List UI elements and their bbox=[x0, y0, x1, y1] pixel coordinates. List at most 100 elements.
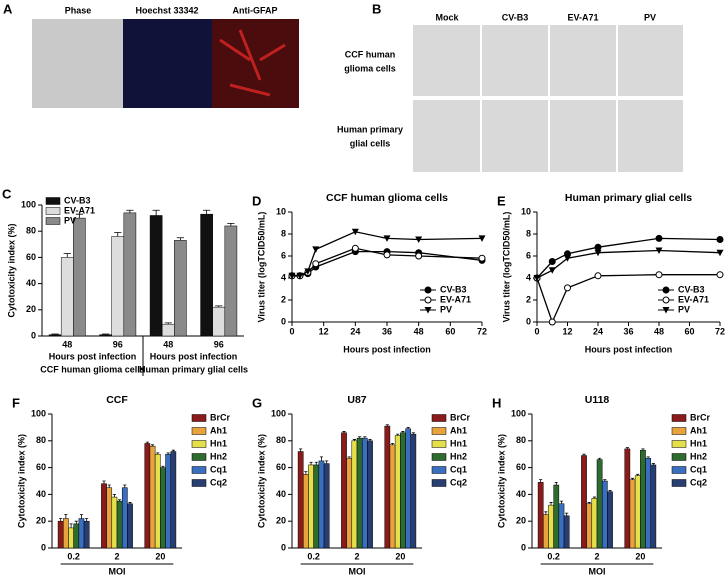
gfap-image bbox=[212, 19, 299, 108]
legend-label: BrCr bbox=[450, 412, 471, 422]
legend-swatch bbox=[45, 197, 61, 205]
x-tick-label: 96 bbox=[214, 339, 224, 349]
chart-title: CCF bbox=[106, 394, 128, 406]
legend-label: CV-B3 bbox=[678, 284, 705, 294]
error-bar bbox=[309, 461, 313, 465]
y-axis-label: Virus titer (logTCID50/mL) bbox=[256, 212, 266, 323]
legend-swatch bbox=[671, 453, 687, 461]
bar bbox=[634, 475, 641, 549]
legend-label: PV bbox=[64, 215, 76, 225]
bar bbox=[111, 496, 118, 549]
error-bar bbox=[608, 489, 612, 492]
error-bar bbox=[651, 463, 655, 465]
x-tick-label: 48 bbox=[414, 326, 424, 336]
legend-label: Cq1 bbox=[450, 464, 467, 474]
point bbox=[304, 268, 312, 275]
legend-label: BrCr bbox=[690, 412, 711, 422]
point bbox=[716, 249, 724, 257]
y-tick-label: 60 bbox=[276, 462, 286, 472]
y-tick-label: 0 bbox=[31, 330, 36, 340]
bar bbox=[384, 425, 391, 549]
legend-swatch bbox=[431, 466, 447, 474]
y-tick-label: 40 bbox=[36, 489, 46, 499]
bar bbox=[144, 443, 151, 549]
bar bbox=[63, 518, 69, 549]
legend-swatch bbox=[671, 466, 687, 474]
point bbox=[383, 235, 391, 242]
micrograph bbox=[413, 100, 480, 172]
error-bar bbox=[112, 494, 116, 498]
x-tick-label: 20 bbox=[155, 551, 165, 561]
bar bbox=[537, 482, 544, 549]
legend-label: Cq2 bbox=[450, 477, 467, 487]
bar bbox=[200, 213, 213, 337]
group-label: CCF human glioma cells bbox=[40, 364, 145, 374]
error-bar bbox=[227, 222, 235, 226]
x-tick-label: 60 bbox=[445, 326, 455, 336]
bar bbox=[351, 440, 358, 549]
y-tick-label: 100 bbox=[511, 408, 526, 418]
legend-swatch bbox=[191, 414, 207, 422]
legend-swatch bbox=[431, 427, 447, 435]
point bbox=[594, 249, 602, 257]
error-bar bbox=[603, 479, 607, 481]
x-tick-label: 0 bbox=[534, 326, 539, 336]
bar bbox=[149, 445, 156, 549]
bar bbox=[607, 491, 613, 549]
bar bbox=[116, 500, 123, 549]
y-tick-label: 0 bbox=[281, 316, 286, 326]
x-tick-label: 0.2 bbox=[307, 551, 320, 561]
legend-swatch bbox=[191, 440, 207, 448]
y-tick-label: 6 bbox=[526, 250, 531, 260]
series-line bbox=[536, 237, 721, 279]
micrograph bbox=[413, 25, 480, 96]
error-bar bbox=[51, 333, 59, 335]
legend-label: CV-B3 bbox=[64, 195, 91, 205]
error-bar bbox=[102, 480, 106, 484]
micrograph-grid bbox=[413, 25, 683, 172]
bar bbox=[400, 432, 406, 549]
y-tick-label: 60 bbox=[26, 252, 36, 262]
y-tick-label: 40 bbox=[516, 489, 526, 499]
error-bar bbox=[554, 481, 558, 486]
error-bar bbox=[565, 512, 569, 516]
column-label: CV-B3 bbox=[502, 12, 529, 22]
legend-swatch bbox=[45, 217, 61, 225]
y-tick-label: 40 bbox=[26, 278, 36, 288]
error-bar bbox=[347, 456, 351, 459]
point bbox=[564, 284, 571, 292]
error-bar bbox=[368, 439, 372, 441]
error-bar bbox=[299, 448, 303, 452]
x-axis-label: Hours post infection bbox=[585, 344, 673, 354]
bar bbox=[553, 484, 560, 549]
panel-label: F bbox=[12, 395, 20, 410]
bar bbox=[224, 225, 238, 337]
error-bar bbox=[69, 523, 73, 528]
x-axis-label: MOI bbox=[349, 566, 366, 576]
column-label: EV-A71 bbox=[567, 12, 598, 22]
legend-marker bbox=[662, 307, 670, 314]
y-tick-label: 60 bbox=[516, 462, 526, 472]
column-label: Phase bbox=[65, 5, 92, 15]
bar bbox=[563, 515, 570, 549]
legend-label: Cq1 bbox=[210, 464, 227, 474]
error-bar bbox=[559, 500, 564, 504]
point bbox=[351, 228, 359, 236]
bar bbox=[123, 212, 137, 337]
legend-swatch bbox=[45, 207, 61, 215]
error-bar bbox=[118, 499, 122, 502]
bar bbox=[297, 451, 304, 549]
legend-marker bbox=[662, 286, 670, 294]
bar bbox=[78, 518, 85, 549]
error-bar bbox=[126, 209, 134, 213]
x-tick-label: 2 bbox=[114, 551, 119, 561]
legend-swatch bbox=[671, 414, 687, 422]
panel-label: E bbox=[497, 193, 506, 208]
x-tick-label: 12 bbox=[562, 326, 572, 336]
error-bar bbox=[152, 209, 160, 216]
gfap-stain bbox=[219, 29, 286, 97]
panel-label: D bbox=[252, 193, 261, 208]
bar bbox=[60, 257, 74, 337]
y-tick-label: 0 bbox=[281, 542, 286, 552]
